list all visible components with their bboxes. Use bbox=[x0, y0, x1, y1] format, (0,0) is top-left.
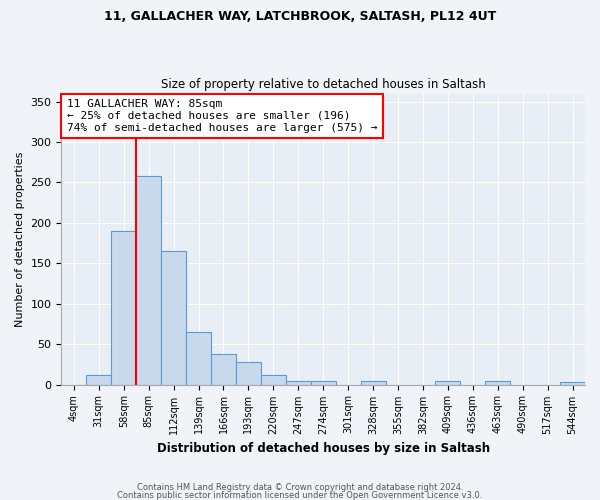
Bar bbox=[136, 176, 161, 384]
Text: 11 GALLACHER WAY: 85sqm
← 25% of detached houses are smaller (196)
74% of semi-d: 11 GALLACHER WAY: 85sqm ← 25% of detache… bbox=[67, 100, 377, 132]
Bar bbox=[286, 380, 311, 384]
Text: 11, GALLACHER WAY, LATCHBROOK, SALTASH, PL12 4UT: 11, GALLACHER WAY, LATCHBROOK, SALTASH, … bbox=[104, 10, 496, 23]
Bar bbox=[161, 251, 186, 384]
Title: Size of property relative to detached houses in Saltash: Size of property relative to detached ho… bbox=[161, 78, 485, 91]
Bar bbox=[261, 375, 286, 384]
Bar bbox=[436, 382, 460, 384]
Bar bbox=[485, 382, 510, 384]
Text: Contains public sector information licensed under the Open Government Licence v3: Contains public sector information licen… bbox=[118, 490, 482, 500]
Bar bbox=[361, 382, 386, 384]
Bar bbox=[111, 231, 136, 384]
Bar bbox=[236, 362, 261, 384]
Bar bbox=[86, 375, 111, 384]
Bar bbox=[186, 332, 211, 384]
Bar bbox=[211, 354, 236, 384]
Bar bbox=[560, 382, 585, 384]
Text: Contains HM Land Registry data © Crown copyright and database right 2024.: Contains HM Land Registry data © Crown c… bbox=[137, 484, 463, 492]
Bar bbox=[311, 382, 335, 384]
X-axis label: Distribution of detached houses by size in Saltash: Distribution of detached houses by size … bbox=[157, 442, 490, 455]
Y-axis label: Number of detached properties: Number of detached properties bbox=[15, 152, 25, 327]
